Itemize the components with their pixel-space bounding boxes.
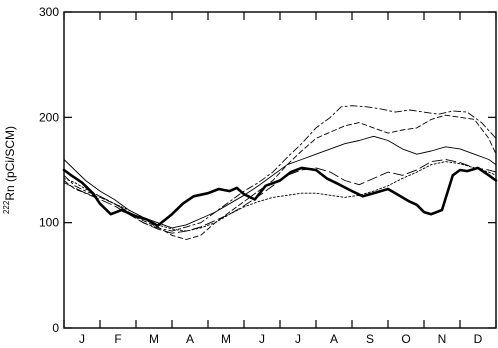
x-tick-label: F — [114, 332, 121, 346]
x-tick-label: N — [438, 332, 447, 346]
y-tick-label: 100 — [39, 216, 59, 230]
x-tick-label: M — [221, 332, 231, 346]
series-line-4 — [63, 135, 497, 229]
series-line-6 — [63, 161, 497, 232]
x-tick-label: J — [295, 332, 301, 346]
x-tick-label: J — [259, 332, 265, 346]
axis-labels: 0 100 200 300 J F M A M J J A S O N D — [39, 5, 483, 346]
series-line-5 — [63, 159, 497, 234]
axis-ticks — [63, 11, 497, 329]
series-line-3 — [63, 114, 497, 240]
x-tick-label: S — [366, 332, 374, 346]
x-tick-label: J — [79, 332, 85, 346]
y-axis-label-sup: 222 — [2, 200, 11, 214]
y-tick-label: 300 — [39, 5, 59, 19]
x-tick-label: A — [330, 332, 338, 346]
y-tick-label: 0 — [52, 321, 59, 335]
y-axis-label: 222Rn (pCi/SCM) — [2, 126, 17, 214]
series-lines — [62, 105, 498, 240]
x-tick-label: O — [401, 332, 410, 346]
y-tick-label: 200 — [39, 110, 59, 124]
series-line-1 — [62, 166, 498, 228]
x-tick-label: M — [149, 332, 159, 346]
x-tick-label: A — [186, 332, 194, 346]
y-axis-label-main: Rn (pCi/SCM) — [3, 126, 17, 201]
x-tick-label: D — [474, 332, 483, 346]
